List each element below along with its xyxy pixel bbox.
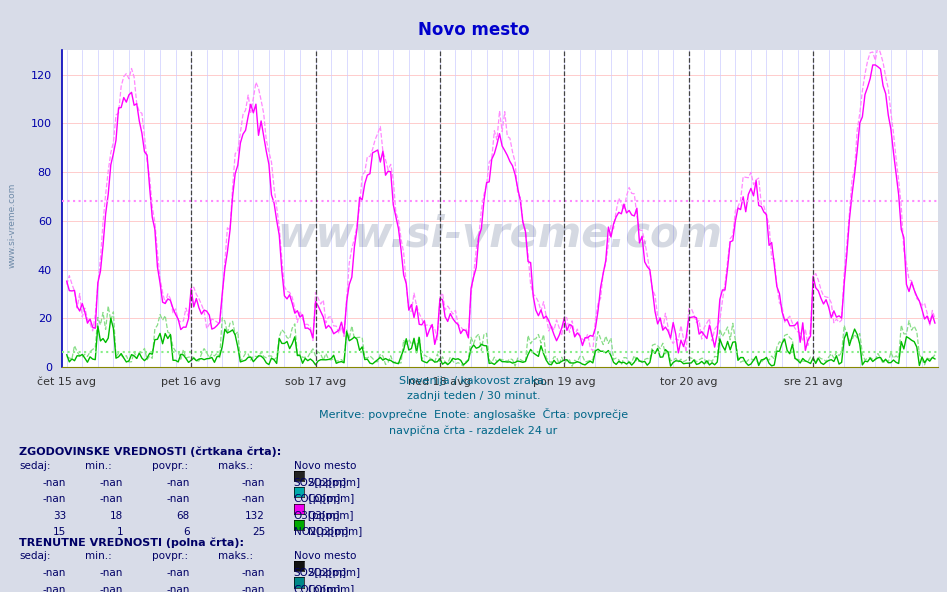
- Text: -nan: -nan: [99, 478, 123, 488]
- Text: -nan: -nan: [43, 478, 66, 488]
- Text: CO[ppm]: CO[ppm]: [294, 584, 341, 592]
- Text: Novo mesto: Novo mesto: [294, 551, 356, 561]
- Text: -nan: -nan: [166, 494, 189, 504]
- Text: SO2[ppm]: SO2[ppm]: [308, 568, 361, 578]
- Text: 25: 25: [252, 527, 265, 538]
- Text: NO2[ppm]: NO2[ppm]: [294, 527, 348, 538]
- Text: www.si-vreme.com: www.si-vreme.com: [8, 182, 17, 268]
- Text: 18: 18: [110, 511, 123, 521]
- Text: CO[ppm]: CO[ppm]: [308, 584, 355, 592]
- Text: -nan: -nan: [99, 584, 123, 592]
- Text: -nan: -nan: [99, 494, 123, 504]
- Text: O3[ppm]: O3[ppm]: [294, 511, 340, 521]
- Text: CO[ppm]: CO[ppm]: [294, 494, 341, 504]
- Text: 33: 33: [53, 511, 66, 521]
- Text: 15: 15: [53, 527, 66, 538]
- Text: CO[ppm]: CO[ppm]: [308, 494, 355, 504]
- Text: TRENUTNE VREDNOSTI (polna črta):: TRENUTNE VREDNOSTI (polna črta):: [19, 538, 244, 548]
- Text: Slovenija / kakovost zraka,
zadnji teden / 30 minut.
Meritve: povprečne  Enote: : Slovenija / kakovost zraka, zadnji teden…: [319, 376, 628, 436]
- Text: SO2[ppm]: SO2[ppm]: [294, 568, 347, 578]
- Text: -nan: -nan: [241, 494, 265, 504]
- Text: Novo mesto: Novo mesto: [418, 21, 529, 38]
- Text: povpr.:: povpr.:: [152, 551, 188, 561]
- Text: sedaj:: sedaj:: [19, 551, 50, 561]
- Text: 132: 132: [245, 511, 265, 521]
- Text: maks.:: maks.:: [218, 461, 253, 471]
- Text: -nan: -nan: [43, 494, 66, 504]
- Text: 1: 1: [116, 527, 123, 538]
- Text: -nan: -nan: [43, 568, 66, 578]
- Text: min.:: min.:: [85, 461, 112, 471]
- Text: 6: 6: [183, 527, 189, 538]
- Text: -nan: -nan: [43, 584, 66, 592]
- Text: SO2[ppm]: SO2[ppm]: [308, 478, 361, 488]
- Text: www.si-vreme.com: www.si-vreme.com: [277, 213, 722, 255]
- Text: -nan: -nan: [241, 584, 265, 592]
- Text: -nan: -nan: [166, 584, 189, 592]
- Text: -nan: -nan: [99, 568, 123, 578]
- Text: O3[ppm]: O3[ppm]: [308, 511, 354, 521]
- Text: sedaj:: sedaj:: [19, 461, 50, 471]
- Text: ZGODOVINSKE VREDNOSTI (črtkana črta):: ZGODOVINSKE VREDNOSTI (črtkana črta):: [19, 447, 281, 458]
- Text: SO2[ppm]: SO2[ppm]: [294, 478, 347, 488]
- Text: -nan: -nan: [166, 478, 189, 488]
- Text: 68: 68: [176, 511, 189, 521]
- Text: maks.:: maks.:: [218, 551, 253, 561]
- Text: povpr.:: povpr.:: [152, 461, 188, 471]
- Text: -nan: -nan: [241, 478, 265, 488]
- Text: min.:: min.:: [85, 551, 112, 561]
- Text: Novo mesto: Novo mesto: [294, 461, 356, 471]
- Text: -nan: -nan: [241, 568, 265, 578]
- Text: NO2[ppm]: NO2[ppm]: [308, 527, 362, 538]
- Text: -nan: -nan: [166, 568, 189, 578]
